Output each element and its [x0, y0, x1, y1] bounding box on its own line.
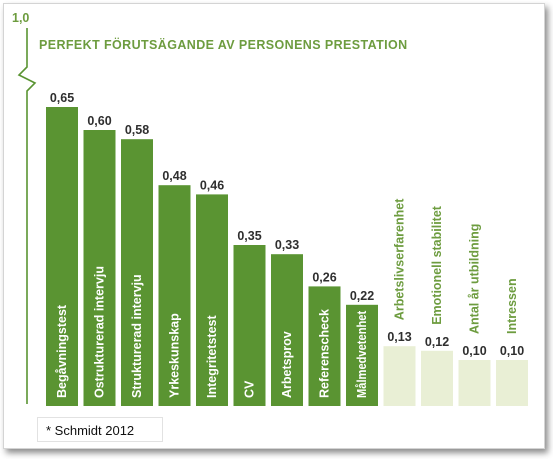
category-label: Integritetstest [205, 315, 219, 398]
bar-value-label: 0,65 [50, 91, 74, 105]
bar [46, 107, 78, 406]
bar-value-label: 0,10 [462, 344, 486, 358]
bar [346, 304, 378, 406]
bar [308, 286, 341, 406]
category-label: Strukturerad intervju [130, 274, 144, 398]
chart-frame: 1,0 PERFEKT FÖRUTSÄGANDE AV PERSONENS PR… [3, 3, 545, 449]
bar-value-label: 0,22 [350, 289, 374, 303]
bar [383, 346, 416, 406]
bar [496, 360, 528, 406]
bar-value-label: 0,10 [500, 344, 524, 358]
category-label: Begåvningstest [55, 304, 69, 398]
bar [158, 185, 191, 406]
bar-value-label: 0,12 [425, 335, 449, 349]
source-note: * Schmidt 2012 [37, 417, 163, 442]
chart-title: PERFEKT FÖRUTSÄGANDE AV PERSONENS PRESTA… [39, 37, 408, 52]
bar [458, 360, 491, 406]
y-axis-top-label: 1,0 [12, 11, 29, 25]
category-label: Emotionell stabilitet [430, 205, 444, 325]
bar-value-label: 0,48 [162, 169, 186, 183]
category-label: Ostrukturerad intervju [93, 266, 107, 398]
category-label: CV [243, 380, 257, 398]
category-label: Antal år utbildning [468, 224, 482, 334]
category-label: Yrkeskunskap [168, 313, 182, 398]
bar-value-label: 0,58 [125, 123, 149, 137]
category-label: Referenscheck [318, 309, 332, 398]
bars-group: 0,65 Begåvningstest 0,60 Ostrukturerad inte… [46, 91, 528, 406]
bar [421, 350, 453, 406]
bar-value-label: 0,13 [387, 330, 411, 344]
bar-value-label: 0,46 [200, 178, 224, 192]
category-label: Målmedvetenhet [355, 310, 369, 398]
category-label: Intressen [505, 278, 519, 334]
bar [233, 245, 266, 406]
category-label: Arbetslivserfarenhet [393, 198, 407, 320]
bar-value-label: 0,33 [275, 238, 299, 252]
bar [83, 130, 116, 406]
bar [196, 194, 228, 406]
y-axis-break-line [17, 28, 37, 404]
bar-value-label: 0,60 [87, 114, 111, 128]
bar-value-label: 0,35 [237, 229, 261, 243]
bar-value-label: 0,26 [312, 270, 336, 284]
bar-chart: 1,0 PERFEKT FÖRUTSÄGANDE AV PERSONENS PR… [12, 11, 528, 406]
bar [121, 139, 153, 406]
bar [271, 254, 303, 406]
category-label: Arbetsprov [280, 331, 294, 398]
